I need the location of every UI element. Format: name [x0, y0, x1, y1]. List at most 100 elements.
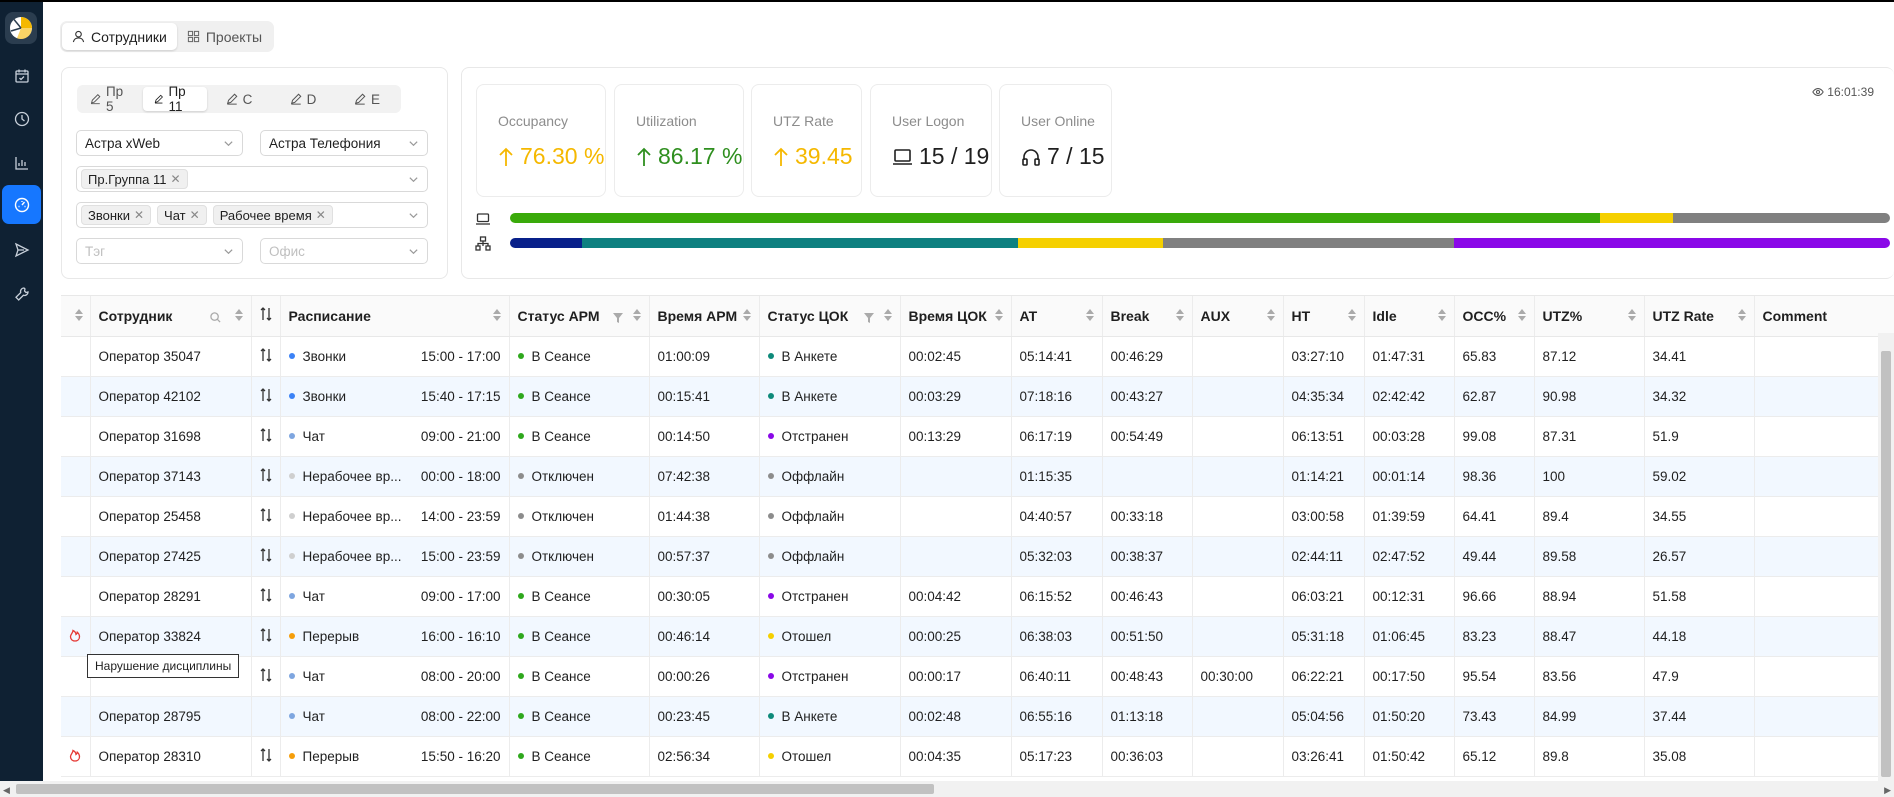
swap-cell[interactable]	[251, 456, 281, 497]
table-row[interactable]: Оператор 33824 Перерыв 16:00 - 16:10 В Сеан…	[61, 616, 1894, 657]
sort-icon[interactable]	[632, 309, 641, 321]
activity-multiselect[interactable]: Звонки ✕ Чат ✕ Рабочее время ✕	[76, 202, 428, 228]
profile-tab[interactable]: Пр 5	[79, 84, 143, 114]
tab-employees[interactable]: Сотрудники	[62, 23, 177, 50]
sort-icon[interactable]	[74, 309, 83, 321]
filter-icon[interactable]	[612, 310, 623, 326]
utz-value: 87.12	[1534, 336, 1645, 377]
profile-tab[interactable]: E	[335, 87, 399, 111]
sort-icon[interactable]	[742, 309, 751, 321]
telephony-select[interactable]: Астра Телефония	[260, 130, 428, 156]
nav-calendar-icon[interactable]	[2, 56, 41, 95]
column-header[interactable]: HT	[1283, 296, 1365, 337]
swap-cell[interactable]	[251, 656, 281, 697]
employee-name-text: Оператор 28310	[98, 748, 201, 764]
search-icon[interactable]	[209, 310, 221, 326]
scroll-left-icon[interactable]: ◀	[3, 785, 10, 795]
swap-cell[interactable]	[251, 536, 281, 577]
status-dot	[517, 672, 524, 679]
swap-cell[interactable]	[251, 736, 281, 777]
swap-cell[interactable]	[251, 376, 281, 417]
table-row[interactable]: Оператор 31698 Чат 09:00 - 21:00 В Сеансе 00…	[61, 416, 1894, 457]
table-row[interactable]: Оператор 28310 Перерыв 15:50 - 16:20 В Сеан…	[61, 736, 1894, 777]
column-header[interactable]: AUX	[1192, 296, 1284, 337]
swap-cell[interactable]	[251, 616, 281, 657]
nav-tools-icon[interactable]	[2, 274, 41, 313]
sort-icon[interactable]	[883, 309, 892, 321]
table-row[interactable]: Чат 08:00 - 20:00 В Сеансе 00:00:26 Отстране…	[61, 656, 1894, 697]
close-icon[interactable]: ✕	[133, 208, 145, 222]
aux-value	[1192, 536, 1284, 577]
column-header[interactable]: UTZ%	[1534, 296, 1645, 337]
table-row[interactable]: Оператор 35047 Звонки 15:00 - 17:00 В Сеанс…	[61, 336, 1894, 377]
column-header[interactable]: Статус ЦОК	[759, 296, 901, 337]
column-header[interactable]: Статус АРМ	[509, 296, 650, 337]
comment-value	[1754, 416, 1894, 457]
arm-status-text: В Сеансе	[531, 428, 591, 444]
filter-icon[interactable]	[863, 310, 874, 326]
project-select[interactable]: Астра xWeb	[76, 130, 243, 156]
occ-value-text: 96.66	[1462, 588, 1497, 604]
close-icon[interactable]: ✕	[170, 172, 181, 186]
table-row[interactable]: Оператор 25458 Нерабочее вр... 14:00 - 23:…	[61, 496, 1894, 537]
tag-select[interactable]: Тэг	[76, 238, 243, 264]
column-header[interactable]: OCC%	[1454, 296, 1535, 337]
alert-cell[interactable]	[61, 616, 91, 657]
close-icon[interactable]: ✕	[315, 208, 326, 222]
arm-status-text: В Сеансе	[531, 668, 591, 684]
column-header[interactable]: Расписание	[280, 296, 510, 337]
sort-icon[interactable]	[1085, 309, 1094, 321]
sort-icon[interactable]	[1437, 309, 1446, 321]
bar-segment	[510, 213, 1601, 223]
swap-cell[interactable]	[251, 576, 281, 617]
schedule-time: 16:00 - 16:10	[420, 628, 501, 644]
close-icon[interactable]: ✕	[189, 208, 200, 222]
profile-tab[interactable]: D	[271, 87, 335, 111]
sort-icon[interactable]	[234, 309, 243, 321]
column-header-label: Comment	[1762, 307, 1828, 324]
column-header[interactable]: AT	[1011, 296, 1103, 337]
sort-icon[interactable]	[1627, 309, 1636, 321]
swap-cell[interactable]	[251, 496, 281, 537]
sort-icon[interactable]	[492, 309, 501, 321]
employee-name: Оператор 37143	[90, 456, 252, 497]
sort-icon[interactable]	[1517, 309, 1526, 321]
table-row[interactable]: Оператор 27425 Нерабочее вр... 15:00 - 23:…	[61, 536, 1894, 577]
nav-clock-icon[interactable]	[2, 99, 41, 138]
tab-projects[interactable]: Проекты	[177, 23, 272, 50]
sort-icon[interactable]	[1266, 309, 1275, 321]
office-select[interactable]: Офис	[260, 238, 428, 264]
nav-send-icon[interactable]	[2, 230, 41, 269]
aux-value	[1192, 576, 1284, 617]
profile-tab[interactable]: Пр 11	[143, 84, 207, 114]
nav-dashboard-icon[interactable]	[2, 185, 41, 224]
column-header[interactable]: UTZ Rate	[1644, 296, 1755, 337]
table-row[interactable]: Оператор 42102 Звонки 15:40 - 17:15 В Сеанс…	[61, 376, 1894, 417]
swap-cell[interactable]	[251, 416, 281, 457]
sort-icon[interactable]	[1347, 309, 1356, 321]
group-multiselect[interactable]: Пр.Группа 11 ✕	[76, 166, 428, 192]
employee-name: Оператор 42102	[90, 376, 252, 417]
comment-value	[1754, 576, 1894, 617]
table-row[interactable]: Оператор 28795 Чат 08:00 - 22:00 В Сеансе 00…	[61, 696, 1894, 737]
arm-status-text: В Сеансе	[531, 748, 591, 764]
arm-status: Отключен	[509, 496, 650, 537]
table-row[interactable]: Оператор 28291 Чат 09:00 - 17:00 В Сеансе 00…	[61, 576, 1894, 617]
sort-icon[interactable]	[994, 309, 1003, 321]
column-header[interactable]: Break	[1102, 296, 1193, 337]
swap-cell[interactable]	[251, 336, 281, 377]
profile-tab[interactable]: С	[207, 87, 271, 111]
column-header[interactable]: Idle	[1364, 296, 1455, 337]
horizontal-scrollbar[interactable]: ◀ ▶	[0, 781, 1894, 797]
column-header[interactable]: Сотрудник	[90, 296, 252, 337]
app-logo[interactable]	[5, 12, 37, 44]
column-header[interactable]: Время ЦОК	[900, 296, 1012, 337]
vertical-scrollbar[interactable]	[1878, 333, 1894, 781]
table-row[interactable]: Оператор 37143 Нерабочее вр... 00:00 - 18:…	[61, 456, 1894, 497]
alert-cell[interactable]	[61, 736, 91, 777]
scroll-right-icon[interactable]: ▶	[1884, 785, 1891, 795]
nav-chart-icon[interactable]	[2, 143, 41, 182]
column-header[interactable]: Время АРМ	[649, 296, 760, 337]
sort-icon[interactable]	[1737, 309, 1746, 321]
sort-icon[interactable]	[1175, 309, 1184, 321]
